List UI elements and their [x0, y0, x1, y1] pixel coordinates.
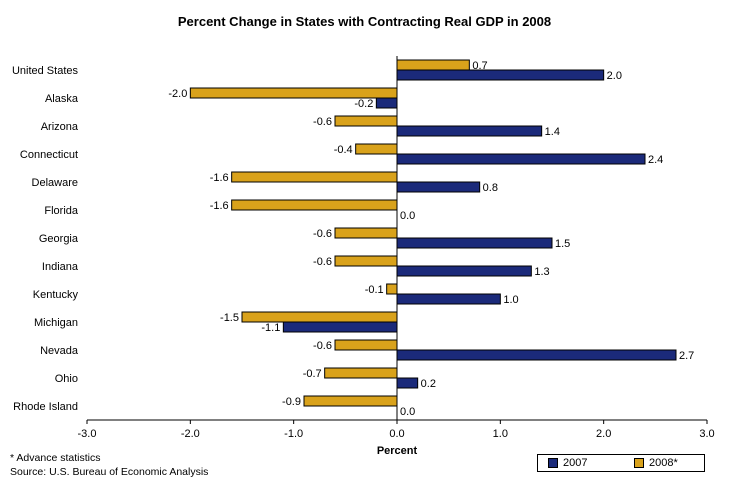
bar-2008-indiana	[334, 255, 398, 267]
data-label-2007-florida: 0.0	[400, 210, 415, 222]
category-label-georgia: Georgia	[39, 233, 79, 245]
data-label-2007-delaware: 0.8	[483, 182, 498, 194]
bar-2007-alaska	[375, 97, 398, 109]
legend-swatch-2007	[548, 458, 558, 468]
legend-swatch-2008	[634, 458, 644, 468]
data-label-2007-michigan: -1.1	[261, 322, 280, 334]
data-label-2008-ohio: -0.7	[303, 368, 322, 380]
data-label-2008-rhode-island: -0.9	[282, 396, 301, 408]
data-label-2007-connecticut: 2.4	[648, 154, 663, 166]
data-label-2007-arizona: 1.4	[545, 126, 560, 138]
bar-2008-kentucky	[386, 283, 398, 295]
chart-title: Percent Change in States with Contractin…	[177, 14, 552, 29]
bar-2008-michigan	[241, 311, 398, 323]
bar-2007-united-states	[396, 69, 605, 81]
bar-2008-delaware	[231, 171, 398, 183]
x-tick-label: 3.0	[699, 428, 714, 440]
data-label-2007-kentucky: 1.0	[503, 294, 518, 306]
bar-2007-georgia	[396, 237, 553, 249]
bar-2007-connecticut	[396, 153, 646, 165]
category-label-arizona: Arizona	[41, 121, 79, 133]
bar-2008-rhode-island	[303, 395, 398, 407]
data-label-2008-michigan: -1.5	[220, 312, 239, 324]
x-tick-label: 2.0	[596, 428, 611, 440]
x-tick-label: 0.0	[389, 428, 404, 440]
legend-label-2008: 2008*	[649, 457, 678, 469]
data-label-2008-kentucky: -0.1	[365, 284, 384, 296]
category-label-alaska: Alaska	[45, 93, 79, 105]
category-label-nevada: Nevada	[40, 345, 79, 357]
x-tick-label: -1.0	[284, 428, 303, 440]
data-label-2008-alaska: -2.0	[168, 88, 187, 100]
data-label-2007-nevada: 2.7	[679, 350, 694, 362]
data-label-2008-united-states: 0.7	[472, 60, 487, 72]
data-label-2008-nevada: -0.6	[313, 340, 332, 352]
category-label-connecticut: Connecticut	[20, 149, 78, 161]
category-label-florida: Florida	[44, 205, 79, 217]
data-label-2008-indiana: -0.6	[313, 256, 332, 268]
footnote-advance: * Advance statistics	[10, 452, 101, 464]
bar-2007-michigan	[282, 321, 398, 333]
bar-2008-alaska	[189, 87, 398, 99]
x-tick-label: -3.0	[78, 428, 97, 440]
category-label-kentucky: Kentucky	[33, 289, 79, 301]
bar-2008-arizona	[334, 115, 398, 127]
category-label-rhode-island: Rhode Island	[13, 401, 78, 413]
data-label-2007-indiana: 1.3	[534, 266, 549, 278]
data-label-2007-alaska: -0.2	[354, 98, 373, 110]
data-label-2008-connecticut: -0.4	[334, 144, 353, 156]
bar-2008-georgia	[334, 227, 398, 239]
data-label-2008-georgia: -0.6	[313, 228, 332, 240]
bar-2008-connecticut	[355, 143, 398, 155]
bar-2008-united-states	[396, 59, 470, 71]
bar-2007-indiana	[396, 265, 532, 277]
data-label-2008-florida: -1.6	[210, 200, 229, 212]
legend-item-2007: 2007	[548, 457, 587, 469]
x-axis-title: Percent	[377, 445, 418, 457]
category-label-ohio: Ohio	[55, 373, 78, 385]
bar-2008-nevada	[334, 339, 398, 351]
data-label-2007-ohio: 0.2	[421, 378, 436, 390]
category-label-indiana: Indiana	[42, 261, 79, 273]
data-label-2007-rhode-island: 0.0	[400, 406, 415, 418]
bar-2008-florida	[231, 199, 398, 211]
x-tick-label: 1.0	[493, 428, 508, 440]
legend-item-2008: 2008*	[634, 457, 678, 469]
data-label-2008-delaware: -1.6	[210, 172, 229, 184]
bar-2007-delaware	[396, 181, 481, 193]
category-label-michigan: Michigan	[34, 317, 78, 329]
legend-label-2007: 2007	[563, 457, 588, 469]
x-tick-label: -2.0	[181, 428, 200, 440]
data-label-2008-arizona: -0.6	[313, 116, 332, 128]
data-label-2007-georgia: 1.5	[555, 238, 570, 250]
bar-2007-kentucky	[396, 293, 501, 305]
bar-2007-arizona	[396, 125, 543, 137]
data-label-2007-united-states: 2.0	[607, 70, 622, 82]
bar-2007-ohio	[396, 377, 419, 389]
category-label-united-states: United States	[12, 65, 79, 77]
category-label-delaware: Delaware	[32, 177, 78, 189]
bar-2008-ohio	[324, 367, 398, 379]
bar-2007-nevada	[396, 349, 677, 361]
chart-legend: 2007 2008*	[537, 454, 705, 472]
footnote-source: Source: U.S. Bureau of Economic Analysis	[10, 466, 209, 478]
